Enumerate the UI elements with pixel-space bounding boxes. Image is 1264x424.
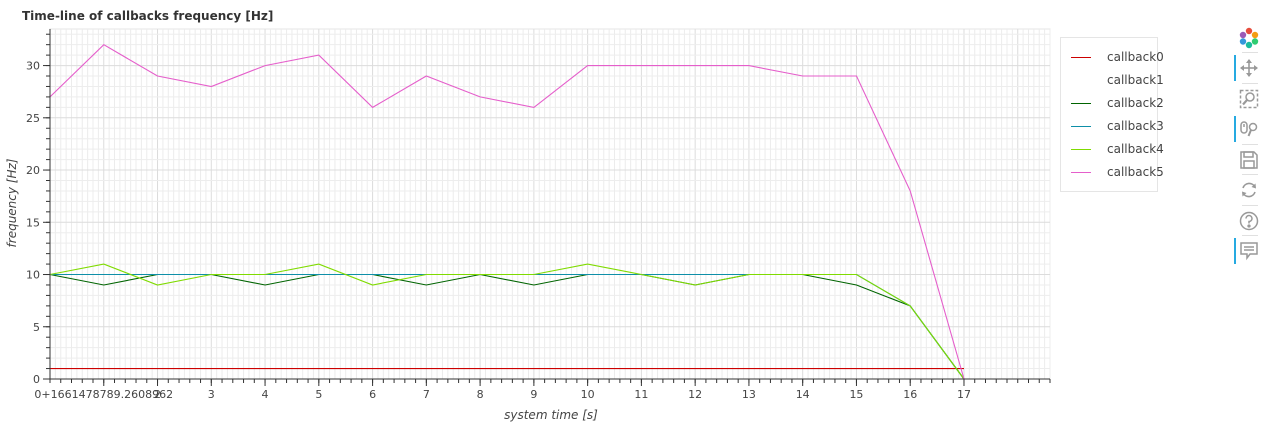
x-tick-label: 2 xyxy=(154,388,161,401)
chart-title: Time-line of callbacks frequency [Hz] xyxy=(22,9,274,23)
legend-swatch xyxy=(1071,148,1091,150)
y-tick-label: 30 xyxy=(26,60,40,73)
series-line-callback4 xyxy=(49,263,965,380)
y-tick-label: 0 xyxy=(33,373,40,386)
y-axis-label: frequency [Hz] xyxy=(5,158,19,247)
legend-swatch xyxy=(1071,79,1091,81)
toolbar-separator xyxy=(1242,52,1258,53)
y-tick-label: 25 xyxy=(26,112,40,125)
grid xyxy=(49,29,1051,379)
legend-item-callback5[interactable]: callback5 xyxy=(1071,163,1164,181)
legend: callback0 callback1 callback2 callback3 call… xyxy=(1060,37,1164,192)
toolbar-separator xyxy=(1242,205,1258,206)
x-tick-label: 3 xyxy=(208,388,215,401)
legend-swatch xyxy=(1071,56,1091,58)
x-tick-label: 7 xyxy=(423,388,430,401)
y-tick-label: 20 xyxy=(26,164,40,177)
x-tick-label: 6 xyxy=(369,388,376,401)
help-icon[interactable] xyxy=(1234,208,1264,234)
x-tick-label: 9 xyxy=(530,388,537,401)
legend-item-callback0[interactable]: callback0 xyxy=(1071,48,1164,66)
x-tick-label: 10 xyxy=(581,388,595,401)
pan-icon[interactable] xyxy=(1234,55,1264,81)
x-tick-label: 16 xyxy=(903,388,917,401)
legend-label: callback1 xyxy=(1107,73,1164,87)
legend-swatch xyxy=(1071,102,1091,104)
x-axis-label: system time [s] xyxy=(504,408,598,422)
x-tick-label: 11 xyxy=(634,388,648,401)
legend-item-callback4[interactable]: callback4 xyxy=(1071,140,1164,158)
y-tick-label: 5 xyxy=(33,321,40,334)
toolbar-separator xyxy=(1242,174,1258,175)
y-tick-label: 15 xyxy=(26,216,40,229)
legend-label: callback5 xyxy=(1107,165,1164,179)
legend-label: callback3 xyxy=(1107,119,1164,133)
series-line-callback5 xyxy=(49,44,965,380)
x-tick-label: 0+1661478789.2608962 xyxy=(34,388,173,401)
save-icon[interactable] xyxy=(1234,147,1264,173)
x-tick-label: 15 xyxy=(849,388,863,401)
toolbar-separator xyxy=(1242,83,1258,84)
legend-label: callback4 xyxy=(1107,142,1164,156)
legend-label: callback0 xyxy=(1107,50,1164,64)
toolbar-separator xyxy=(1242,235,1258,236)
series-layer xyxy=(49,44,965,380)
legend-item-callback2[interactable]: callback2 xyxy=(1071,94,1164,112)
box-zoom-icon[interactable] xyxy=(1234,86,1264,112)
x-tick-label: 8 xyxy=(477,388,484,401)
bokeh-logo-icon[interactable] xyxy=(1234,25,1264,51)
x-tick-label: 14 xyxy=(796,388,810,401)
wheel-zoom-icon[interactable] xyxy=(1234,116,1264,142)
x-tick-label: 4 xyxy=(262,388,269,401)
x-tick-label: 13 xyxy=(742,388,756,401)
toolbar-separator xyxy=(1242,144,1258,145)
toolbar xyxy=(1234,25,1264,275)
y-tick-label: 10 xyxy=(26,269,40,282)
legend-swatch xyxy=(1071,125,1091,127)
x-tick-label: 5 xyxy=(315,388,322,401)
legend-swatch xyxy=(1071,171,1091,173)
legend-item-callback1[interactable]: callback1 xyxy=(1071,71,1164,89)
hover-icon[interactable] xyxy=(1234,238,1264,264)
legend-item-callback3[interactable]: callback3 xyxy=(1071,117,1164,135)
legend-label: callback2 xyxy=(1107,96,1164,110)
x-tick-label: 12 xyxy=(688,388,702,401)
reset-icon[interactable] xyxy=(1234,177,1264,203)
x-tick-label: 17 xyxy=(957,388,971,401)
